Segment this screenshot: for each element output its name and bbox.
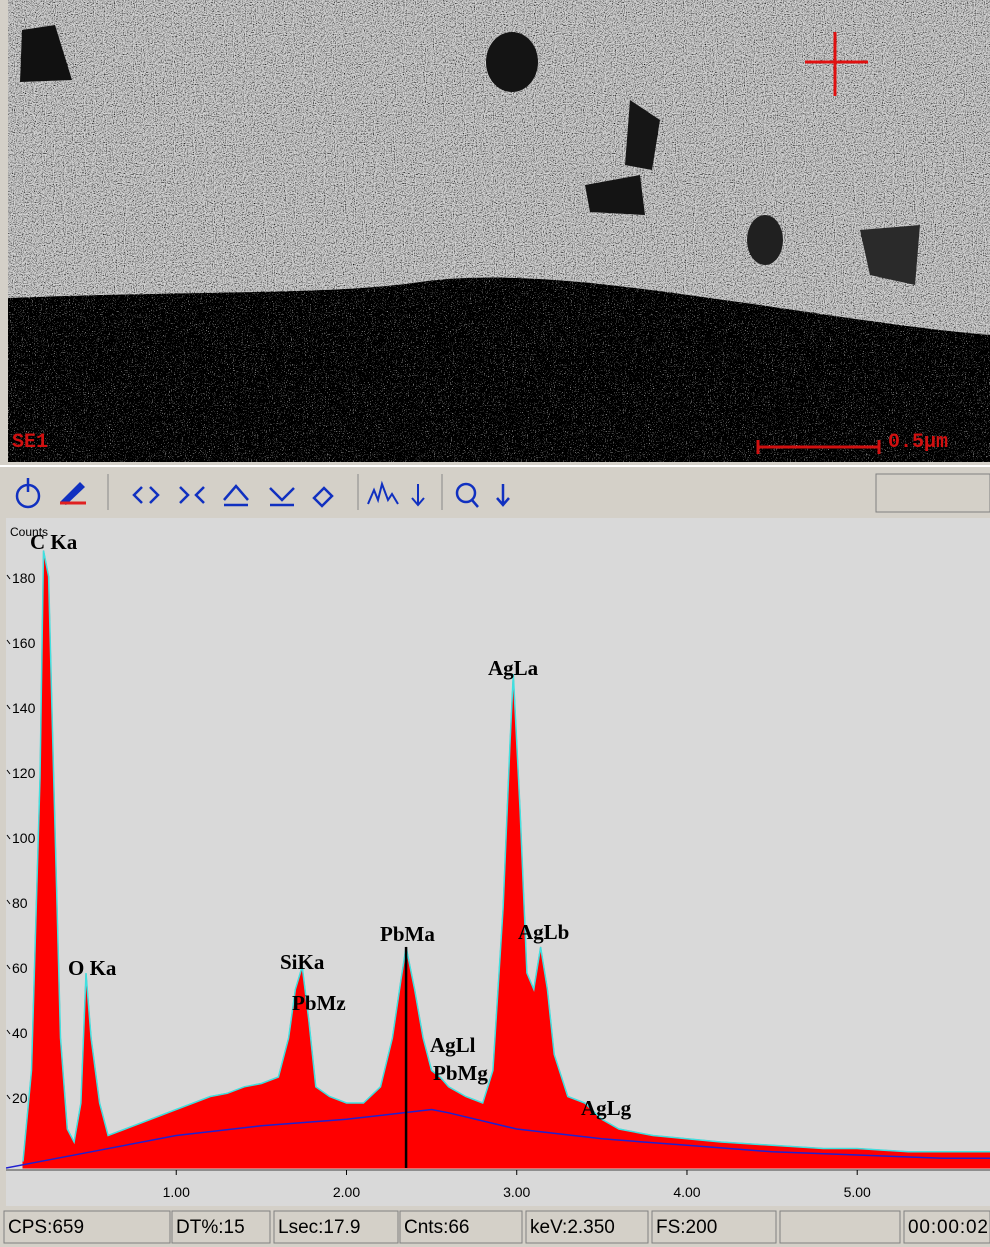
status-text: Lsec:17.9 — [278, 1217, 360, 1238]
x-tick-label: 1.00 — [163, 1184, 190, 1200]
y-tick-label: 40 — [12, 1025, 28, 1041]
y-tick-label: 80 — [12, 895, 28, 911]
toolbar — [0, 466, 990, 516]
y-tick-label: 100 — [12, 830, 36, 846]
status-text: FS:200 — [656, 1217, 717, 1238]
peak-label: PbMz — [292, 991, 346, 1015]
toolbar-field[interactable] — [876, 474, 990, 512]
status-text: keV:2.350 — [530, 1217, 615, 1238]
peak-label: C Ka — [30, 530, 78, 554]
x-tick-label: 5.00 — [844, 1184, 871, 1200]
peak-label: O Ka — [68, 956, 117, 980]
peak-label: PbMa — [380, 922, 435, 946]
scale-label: 0.5µm — [888, 431, 948, 454]
page: SE1 0.5µm Counts CPS:659DT%:15Lsec:17.9 — [0, 0, 990, 1247]
y-tick-label: 160 — [12, 635, 36, 651]
y-tick-label: 120 — [12, 765, 36, 781]
eds-window: SE1 0.5µm Counts CPS:659DT%:15Lsec:17.9 — [0, 0, 990, 1247]
peak-label: AgLa — [488, 656, 539, 680]
status-text: CPS:659 — [8, 1217, 84, 1238]
peak-label: SiKa — [280, 950, 325, 974]
peak-label: PbMg — [433, 1061, 488, 1085]
sem-image: SE1 0.5µm — [8, 0, 990, 462]
y-tick-label: 140 — [12, 700, 36, 716]
x-tick-label: 2.00 — [333, 1184, 360, 1200]
y-tick-label: 20 — [12, 1090, 28, 1106]
x-tick-label: 4.00 — [673, 1184, 700, 1200]
y-tick-label: 60 — [12, 960, 28, 976]
x-axis-area — [6, 1170, 990, 1206]
y-tick-label: 180 — [12, 570, 36, 586]
x-tick-label: 3.00 — [503, 1184, 530, 1200]
status-text: 00:00:02 — [908, 1217, 988, 1238]
status-text: Cnts:66 — [404, 1217, 469, 1238]
peak-label: AgLg — [581, 1096, 632, 1120]
peak-label: AgLb — [518, 920, 569, 944]
status-bar: CPS:659 DT%:15 Lsec:17.9 Cnts:66 keV:2.350 FS… — [0, 1207, 990, 1247]
status-text: DT%:15 — [176, 1217, 245, 1238]
detector-label: SE1 — [12, 431, 48, 454]
peak-label: AgLl — [430, 1033, 476, 1057]
